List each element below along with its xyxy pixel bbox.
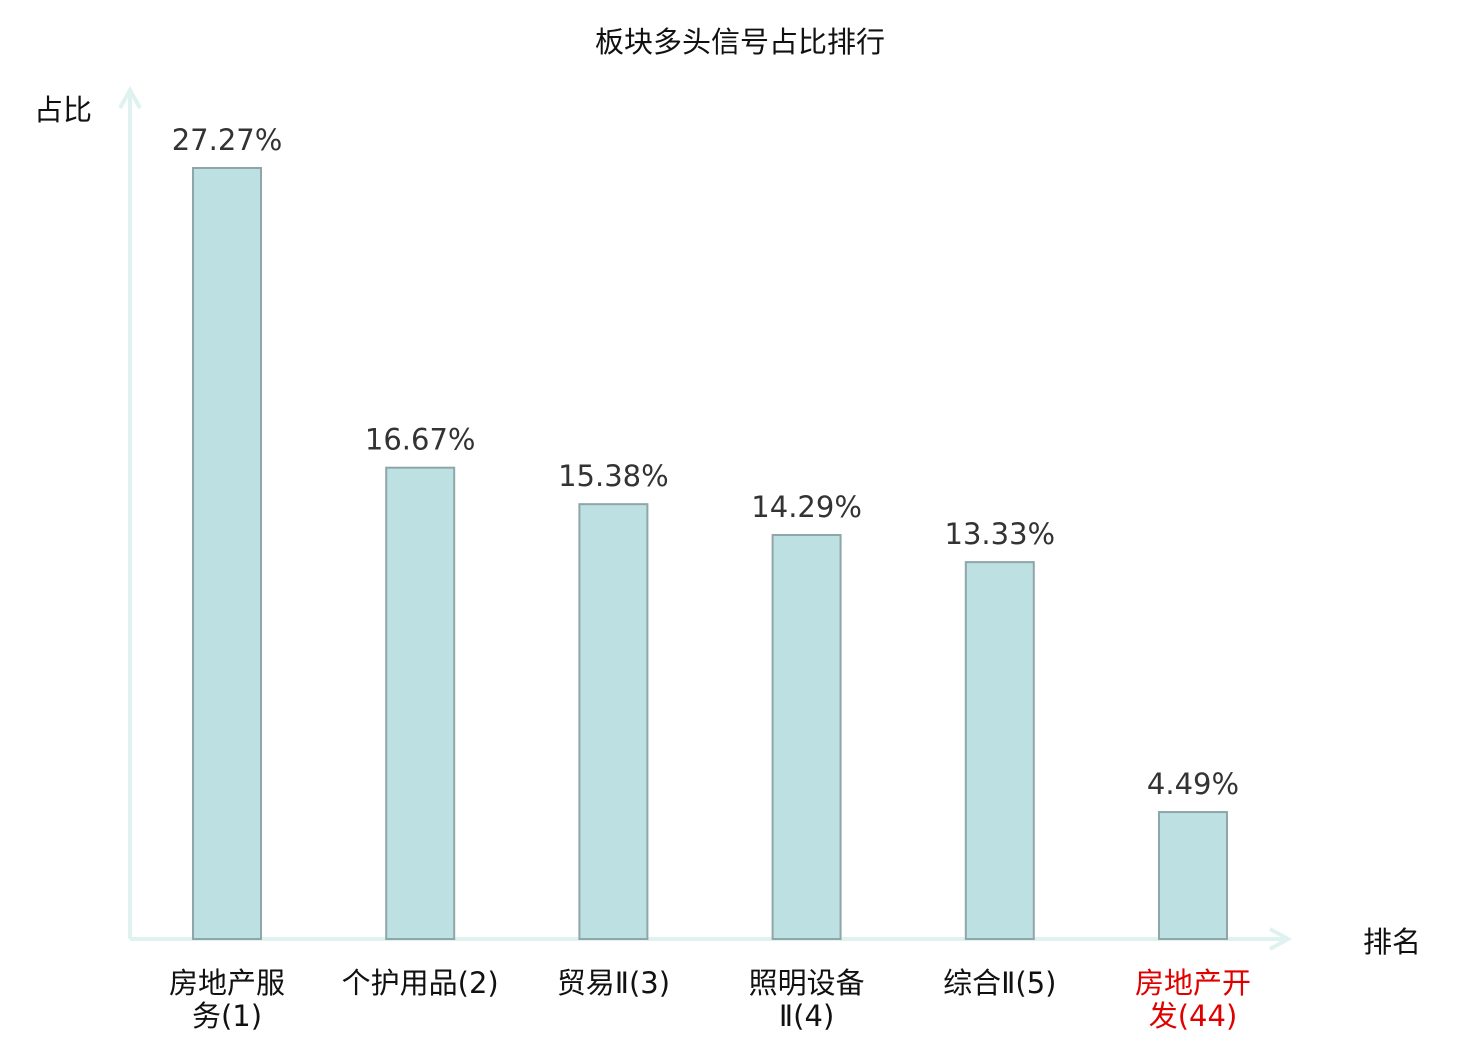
chart-title: 板块多头信号占比排行 — [595, 25, 885, 59]
data-label: 14.29% — [751, 490, 862, 524]
tick-label: 照明设备 Ⅱ(4) — [749, 966, 865, 1033]
bar — [1158, 811, 1228, 940]
x-axis-arrow — [1269, 927, 1293, 951]
data-label: 4.49% — [1147, 767, 1239, 801]
data-label: 15.38% — [558, 459, 669, 493]
tick-label: 贸易Ⅱ(3) — [557, 966, 670, 1000]
y-axis-label: 占比 — [34, 93, 92, 127]
tick-label: 房地产开发(44) — [1135, 966, 1251, 1033]
bar — [964, 561, 1035, 941]
y-axis-arrow — [118, 85, 142, 109]
bars — [192, 167, 1228, 941]
tick-label: 个护用品(2) — [342, 966, 499, 1000]
data-label: 13.33% — [945, 517, 1056, 551]
axes — [118, 85, 1293, 951]
bar — [578, 503, 649, 940]
data-label: 27.27% — [172, 123, 283, 157]
bar — [192, 167, 262, 940]
data-label: 16.67% — [365, 423, 476, 457]
value-labels: 27.27% 16.67% 15.38% 14.29% 13.33% 4.49% — [172, 123, 1239, 801]
tick-label: 房地产服务(1) — [169, 966, 285, 1033]
category-labels: 房地产服务(1) 个护用品(2) 贸易Ⅱ(3) 照明设备 Ⅱ(4) 综合Ⅱ(5) 房地产开发… — [169, 966, 1251, 1033]
x-axis-label: 排名 — [1363, 925, 1421, 959]
bar — [771, 533, 842, 941]
tick-label: 综合Ⅱ(5) — [943, 966, 1056, 1000]
bar — [385, 466, 456, 940]
